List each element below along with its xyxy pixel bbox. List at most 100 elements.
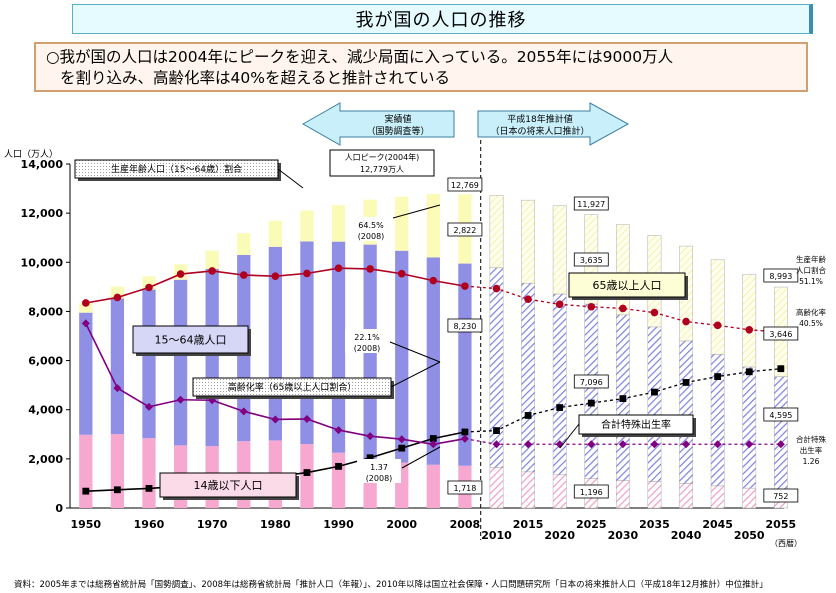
bar-over65 <box>426 193 440 258</box>
fertility-point <box>650 440 659 449</box>
bar-over65 <box>395 196 409 251</box>
source-note: 資料：2005年までは総務省統計局「国勢調査」、2008年は総務省統計局「推計人… <box>14 580 768 590</box>
label-2055-over65: 3,646 <box>769 330 792 339</box>
ar2008-value: 22.1% <box>354 333 380 342</box>
fertility-point <box>334 426 343 435</box>
bar-over65 <box>552 205 567 295</box>
bar-under15 <box>679 483 693 509</box>
over65-label-text: 65歳以上人口 <box>593 279 662 292</box>
x-axis-note: （西暦） <box>770 539 802 548</box>
label-2008-under15-box <box>447 480 483 495</box>
working-share-title-leader <box>277 168 304 189</box>
y-axis-title: 人口（万人） <box>4 149 58 160</box>
actual-arrow <box>301 102 455 146</box>
label-2008-under15: 1,718 <box>453 484 476 493</box>
ar2008-leader <box>389 341 441 363</box>
bar-over65 <box>205 250 219 269</box>
aging-rate-title-text: 高齢化率（65歳以上人口割合） <box>228 381 356 393</box>
aging-rate-point <box>145 484 153 492</box>
right-note-fertility: 合計特殊 <box>796 434 826 444</box>
right-note-working_share: 51.1% <box>799 277 823 286</box>
working-share-point <box>397 269 406 278</box>
bar-under15 <box>647 481 662 509</box>
working-share-point <box>208 267 216 275</box>
aging-rate-point <box>556 404 564 411</box>
fertility-point <box>587 440 596 449</box>
y-tick-label: 12,000 <box>21 207 64 220</box>
aging-rate-point <box>429 435 437 442</box>
x-tick-label: 2020 <box>544 529 575 542</box>
bar-workingAge <box>426 257 440 465</box>
label-2025-working: 7,096 <box>580 378 603 387</box>
working-share-point <box>524 295 532 303</box>
working-share-point <box>745 326 754 334</box>
bar-under15 <box>331 452 346 508</box>
fertility-point <box>366 432 375 441</box>
x-tick-label: 1970 <box>197 518 228 531</box>
bar-workingAge <box>458 263 472 466</box>
actual-arrow-sub: （国勢調査等） <box>366 125 429 137</box>
aging-rate-point <box>524 412 532 419</box>
fr2008-leader <box>401 446 441 469</box>
working-share-point <box>334 264 343 273</box>
label-2025-total: 11,927 <box>577 200 605 209</box>
fr2008-year: (2008) <box>366 474 393 483</box>
bar-under15 <box>742 487 757 509</box>
fertility-point <box>429 440 438 449</box>
bar-over65 <box>268 220 282 247</box>
fertility-point <box>492 440 501 449</box>
y-tick-label: 4,000 <box>28 404 63 417</box>
working-share-point <box>239 271 248 279</box>
aging-rate-title-leader <box>390 361 441 388</box>
label-2055-working-box <box>763 407 799 422</box>
y-tick-label: 2,000 <box>28 453 63 466</box>
working-share-point <box>429 276 438 285</box>
summary-line-1: ○我が国の人口は2004年にピークを迎え、減少局面に入っている。2055年には9… <box>46 48 674 66</box>
y-tick-label: 6,000 <box>28 355 63 368</box>
label-2055-over65-box <box>763 326 799 341</box>
bar-over65 <box>110 286 125 299</box>
aging-rate-point <box>82 487 90 495</box>
working-share-point <box>587 302 596 311</box>
working-share-point <box>271 272 280 280</box>
x-tick-label: 2055 <box>766 518 797 531</box>
label-2008-total-box <box>447 177 483 192</box>
aging-rate-point <box>651 388 658 396</box>
working-share-point <box>366 265 374 273</box>
y-tick-label: 14,000 <box>21 158 64 171</box>
projected-arrow-sub: （日本の将来人口推計） <box>490 125 589 137</box>
bar-workingAge <box>331 241 346 453</box>
label-2055-under15-box <box>763 488 799 503</box>
bar-under15 <box>552 474 567 509</box>
bar-under15 <box>426 464 440 508</box>
bar-workingAge <box>742 366 757 489</box>
bar-under15 <box>616 480 630 509</box>
right-note-working_share: 生産年齢 <box>796 254 826 264</box>
projected-arrow-label: 平成18年推計値 <box>507 113 572 125</box>
x-tick-label: 2025 <box>576 518 607 531</box>
working-share-point <box>145 283 153 292</box>
label-2025-over65: 3,635 <box>580 256 603 265</box>
label-2055-under15: 752 <box>773 492 788 501</box>
label-2025-under15-box <box>573 484 609 499</box>
x-tick-label: 2035 <box>639 518 670 531</box>
x-tick-label: 2015 <box>513 518 544 531</box>
x-tick-label: 1950 <box>70 518 101 531</box>
fertility-point <box>713 440 722 449</box>
bar-workingAge <box>79 312 93 435</box>
x-tick-label: 1990 <box>323 518 354 531</box>
label-2055-total: 8,993 <box>769 272 792 281</box>
fertility-point <box>113 384 122 393</box>
working-share-point <box>682 317 690 326</box>
bar-over65 <box>331 205 346 242</box>
bar-workingAge <box>489 267 504 468</box>
aging-rate-point <box>461 428 469 436</box>
fertility-point <box>618 440 627 449</box>
summary-line-2: を割り込み、高齢化率は40%を超えると推計されている <box>60 69 451 87</box>
bar-over65 <box>616 224 630 316</box>
label-2008-total: 12,769 <box>451 181 479 190</box>
fertility-point <box>239 407 248 416</box>
fr2008-box <box>357 459 401 483</box>
bar-under15 <box>142 438 156 508</box>
